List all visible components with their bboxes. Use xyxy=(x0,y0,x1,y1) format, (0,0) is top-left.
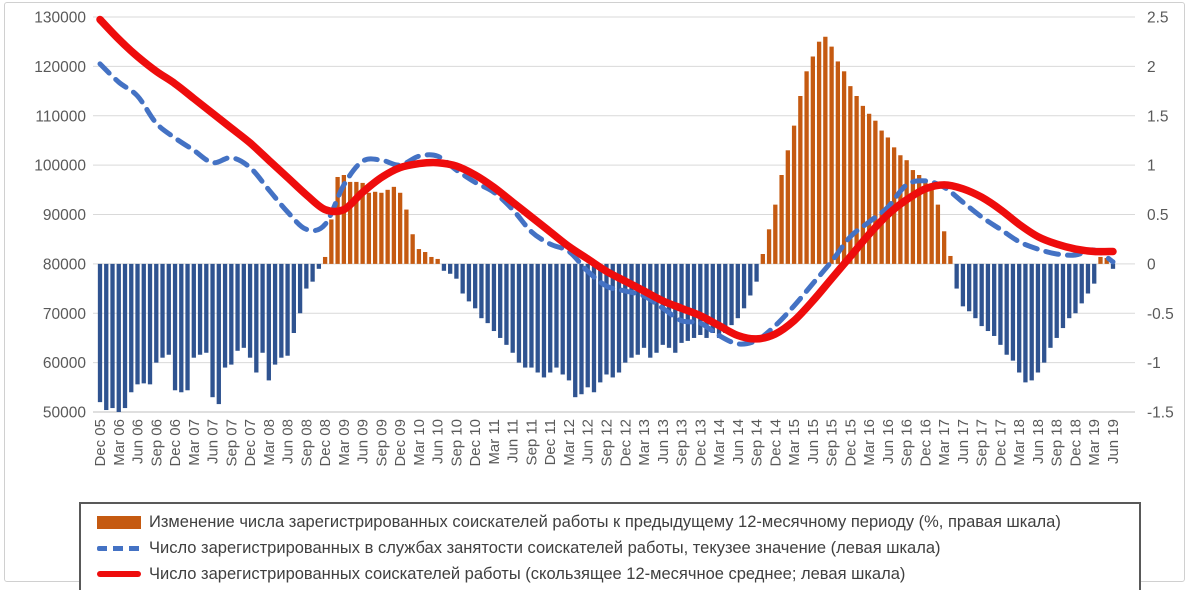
svg-text:Jun 15: Jun 15 xyxy=(805,419,822,464)
svg-text:Jun 19: Jun 19 xyxy=(1105,419,1122,464)
svg-text:Dec 15: Dec 15 xyxy=(842,419,859,467)
svg-text:Mar 12: Mar 12 xyxy=(561,419,578,466)
svg-text:Sep 11: Sep 11 xyxy=(524,419,541,465)
svg-text:Mar 11: Mar 11 xyxy=(486,419,503,465)
svg-text:120000: 120000 xyxy=(34,59,86,76)
svg-text:1: 1 xyxy=(1147,158,1156,175)
svg-text:Sep 09: Sep 09 xyxy=(373,419,390,467)
change-percent-bars xyxy=(97,36,1116,413)
svg-text:Sep 13: Sep 13 xyxy=(674,419,691,467)
svg-text:Sep 10: Sep 10 xyxy=(448,419,465,467)
svg-text:Mar 16: Mar 16 xyxy=(861,419,878,466)
svg-text:Jun 16: Jun 16 xyxy=(880,419,897,464)
svg-text:70000: 70000 xyxy=(43,306,86,323)
svg-text:Dec 05: Dec 05 xyxy=(92,419,109,467)
svg-text:Dec 17: Dec 17 xyxy=(992,419,1009,467)
legend-label-bars: Изменение числа зарегистрированных соиск… xyxy=(149,512,1061,531)
svg-text:Dec 06: Dec 06 xyxy=(167,419,184,467)
x-axis-labels: Dec 05 Mar 06 Jun 06 Sep 06 Dec 06 Mar 07 Jun … xyxy=(92,419,1122,467)
svg-text:Mar 09: Mar 09 xyxy=(336,419,353,466)
chart-plot-area: 130000 120000 110000 100000 90000 80000 70000 6… xyxy=(34,10,1174,467)
svg-text:Mar 17: Mar 17 xyxy=(936,419,953,466)
legend-label-moving-avg-line: Число зарегистрированных соискателей раб… xyxy=(149,564,906,583)
svg-text:Mar 07: Mar 07 xyxy=(186,419,203,466)
svg-text:Dec 07: Dec 07 xyxy=(242,419,259,467)
right-axis-labels: 2.5 2 1.5 1 0.5 0 -0.5 -1 -1.5 xyxy=(1147,10,1174,422)
svg-text:Jun 11: Jun 11 xyxy=(505,419,522,463)
svg-text:Dec 11: Dec 11 xyxy=(542,419,559,465)
svg-text:Dec 16: Dec 16 xyxy=(917,419,934,467)
svg-text:-1.5: -1.5 xyxy=(1147,405,1174,422)
svg-text:0.5: 0.5 xyxy=(1147,207,1169,224)
svg-text:Sep 15: Sep 15 xyxy=(824,419,841,467)
svg-text:Sep 12: Sep 12 xyxy=(599,419,616,467)
svg-text:Dec 10: Dec 10 xyxy=(467,419,484,467)
legend-item-bars: Изменение числа зарегистрированных соиск… xyxy=(97,509,1129,535)
svg-text:2: 2 xyxy=(1147,59,1156,76)
orange-bar-swatch-icon xyxy=(97,515,141,529)
svg-text:Dec 12: Dec 12 xyxy=(617,419,634,467)
svg-text:Dec 09: Dec 09 xyxy=(392,419,409,467)
svg-text:Sep 17: Sep 17 xyxy=(974,419,991,467)
svg-text:Mar 08: Mar 08 xyxy=(261,419,278,466)
svg-text:Jun 09: Jun 09 xyxy=(355,419,372,464)
legend-item-current-line: Число зарегистрированных в службах занят… xyxy=(97,535,1129,561)
svg-text:Mar 19: Mar 19 xyxy=(1086,419,1103,466)
svg-text:Jun 10: Jun 10 xyxy=(430,419,447,464)
left-axis-labels: 130000 120000 110000 100000 90000 80000 70000 6… xyxy=(34,10,86,422)
svg-text:Dec 13: Dec 13 xyxy=(692,419,709,467)
svg-text:50000: 50000 xyxy=(43,405,86,422)
svg-text:Dec 18: Dec 18 xyxy=(1068,419,1085,467)
svg-text:Jun 08: Jun 08 xyxy=(280,419,297,464)
svg-text:Mar 15: Mar 15 xyxy=(786,419,803,466)
blue-dashed-line-swatch-icon xyxy=(97,545,141,551)
gridlines xyxy=(93,16,1135,413)
svg-text:Dec 14: Dec 14 xyxy=(767,419,784,467)
svg-text:Sep 06: Sep 06 xyxy=(148,419,165,467)
svg-text:Sep 18: Sep 18 xyxy=(1049,419,1066,467)
red-solid-line-swatch-icon xyxy=(97,571,141,577)
svg-text:Sep 14: Sep 14 xyxy=(749,419,766,467)
svg-text:Jun 14: Jun 14 xyxy=(730,419,747,464)
svg-text:60000: 60000 xyxy=(43,355,86,372)
svg-text:Mar 14: Mar 14 xyxy=(711,419,728,466)
svg-text:-0.5: -0.5 xyxy=(1147,306,1174,323)
svg-text:130000: 130000 xyxy=(34,10,86,27)
svg-text:90000: 90000 xyxy=(43,207,86,224)
svg-text:-1: -1 xyxy=(1147,355,1161,372)
chart-legend: Изменение числа зарегистрированных соиск… xyxy=(79,502,1141,590)
registered-jobseekers-moving-avg-line xyxy=(96,15,1117,343)
svg-text:110000: 110000 xyxy=(35,108,86,125)
svg-text:Mar 13: Mar 13 xyxy=(636,419,653,466)
svg-text:Jun 06: Jun 06 xyxy=(130,419,147,464)
svg-text:100000: 100000 xyxy=(34,158,86,175)
svg-text:Dec 08: Dec 08 xyxy=(317,419,334,467)
svg-text:Jun 12: Jun 12 xyxy=(580,419,597,464)
legend-item-moving-avg-line: Число зарегистрированных соискателей раб… xyxy=(97,561,1129,587)
svg-text:Sep 07: Sep 07 xyxy=(223,419,240,467)
svg-text:2.5: 2.5 xyxy=(1147,10,1169,27)
legend-label-current-line: Число зарегистрированных в службах занят… xyxy=(149,538,941,557)
svg-text:1.5: 1.5 xyxy=(1147,108,1169,125)
svg-text:0: 0 xyxy=(1147,256,1156,273)
svg-text:Jun 17: Jun 17 xyxy=(955,419,972,464)
svg-text:Mar 06: Mar 06 xyxy=(111,419,128,466)
svg-text:80000: 80000 xyxy=(43,256,86,273)
svg-text:Sep 08: Sep 08 xyxy=(298,419,315,467)
svg-text:Sep 16: Sep 16 xyxy=(899,419,916,467)
svg-text:Mar 18: Mar 18 xyxy=(1011,419,1028,466)
svg-text:Mar 10: Mar 10 xyxy=(411,419,428,466)
svg-text:Jun 18: Jun 18 xyxy=(1030,419,1047,464)
svg-text:Jun 07: Jun 07 xyxy=(205,419,222,464)
svg-text:Jun 13: Jun 13 xyxy=(655,419,672,464)
